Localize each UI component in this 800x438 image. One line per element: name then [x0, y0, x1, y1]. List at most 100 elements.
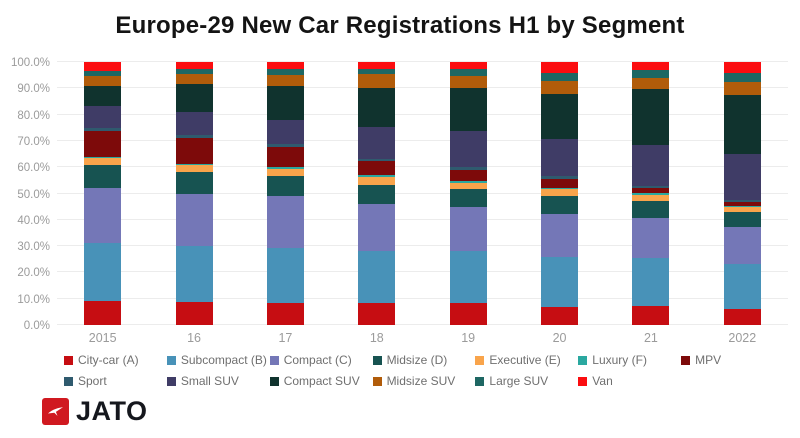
legend-swatch: [269, 355, 279, 365]
bar-segment: [266, 75, 304, 87]
bar-segment: [541, 93, 579, 139]
bar-segment: [84, 86, 122, 107]
bar-segment: [541, 307, 579, 325]
bar-segment: [541, 195, 579, 214]
x-axis: 2015 16 17 18 19 20 21 2022: [57, 331, 788, 345]
bar-segment: [541, 178, 579, 188]
bar-segment: [358, 176, 396, 186]
bar-segment: [632, 70, 670, 78]
legend-swatch: [681, 355, 691, 365]
bar-slot-19: [423, 62, 514, 325]
legend-item: Compact (C): [269, 353, 373, 367]
bar-segment: [632, 185, 670, 189]
gridline: [57, 218, 788, 220]
bar-segment: [723, 94, 761, 154]
legend-label: City-car (A): [78, 353, 139, 367]
bar-segment: [723, 309, 761, 325]
bar-segment: [632, 77, 670, 89]
bar-segment: [632, 218, 670, 258]
x-tick-label: 19: [461, 331, 476, 345]
bar-segment: [266, 86, 304, 121]
legend-swatch: [269, 376, 279, 386]
legend-label: MPV: [695, 353, 722, 367]
bar-segment: [84, 243, 122, 302]
bar-segment: [175, 302, 213, 325]
legend-label: Executive (E): [489, 353, 561, 367]
bar-segment: [358, 175, 396, 177]
y-tick-label: 40.0%: [17, 214, 50, 227]
bar-segment: [266, 69, 304, 76]
y-tick-label: 90.0%: [17, 83, 50, 96]
bar-segment: [358, 158, 396, 162]
bar-segment: [723, 201, 761, 206]
bar-segment: [449, 62, 487, 70]
bar-segment: [358, 74, 396, 88]
jato-logo: JATO: [42, 396, 148, 427]
bar-segment: [358, 87, 396, 128]
bar-segment: [175, 111, 213, 136]
x-tick-label: 20: [552, 331, 567, 345]
legend-swatch: [372, 376, 382, 386]
bar-segment: [175, 245, 213, 303]
bar-segment: [266, 146, 304, 168]
legend-item: Small SUV: [166, 374, 270, 388]
legend-label: Compact (C): [283, 353, 352, 367]
bar-segment: [632, 188, 670, 193]
stacked-bar-19: [449, 62, 487, 325]
bar-segment: [723, 212, 761, 228]
x-tick-label: 16: [187, 331, 202, 345]
bar-segment: [449, 182, 487, 190]
bar-segment: [449, 131, 487, 168]
legend-swatch: [578, 376, 588, 386]
stacked-bar-18: [358, 62, 396, 325]
bar-slot-21: [605, 62, 696, 325]
bar-segment: [358, 203, 396, 251]
bar-segment: [266, 168, 304, 177]
bar-segment: [723, 81, 761, 95]
bar-segment: [84, 158, 122, 165]
gridline: [57, 297, 788, 299]
bar-slot-20: [514, 62, 605, 325]
bar-segment: [632, 144, 670, 186]
legend-item: Luxury (F): [578, 353, 681, 367]
x-tick-label: 2015: [88, 331, 117, 345]
bar-slot-2022: [697, 62, 788, 325]
bar-slot-2015: [57, 62, 148, 325]
bar-segment: [84, 301, 122, 325]
bar-segment: [358, 185, 396, 204]
bar-segment: [449, 87, 487, 132]
y-tick-label: 0.0%: [23, 320, 50, 332]
bar-segment: [723, 227, 761, 265]
bar-slot-16: [148, 62, 239, 325]
bar-segment: [84, 164, 122, 189]
bar-segment: [358, 127, 396, 159]
bar-segment: [723, 205, 761, 208]
legend-label: Midsize (D): [386, 353, 448, 367]
stacked-bar-2022: [723, 62, 761, 325]
bar-segment: [266, 62, 304, 70]
bar-segment: [175, 164, 213, 173]
bar-segment: [632, 192, 670, 195]
bar-segment: [541, 176, 579, 179]
legend-item: Compact SUV: [269, 374, 373, 388]
x-tick-label: 18: [369, 331, 384, 345]
bar-segment: [632, 62, 670, 71]
legend-swatch: [475, 355, 485, 365]
bar-segment: [266, 167, 304, 169]
legend-swatch: [64, 376, 73, 386]
bar-segment: [541, 72, 579, 82]
bar-segment: [266, 196, 304, 248]
jato-arrow-icon: [42, 398, 69, 425]
legend-label: Luxury (F): [592, 353, 647, 367]
legend-item: Executive (E): [475, 353, 578, 367]
legend-swatch: [578, 355, 588, 365]
gridline: [57, 192, 788, 194]
bar-segment: [449, 251, 487, 303]
bar-segment: [358, 68, 396, 75]
y-tick-label: 10.0%: [17, 293, 50, 306]
bar-segment: [632, 305, 670, 325]
bar-segment: [175, 163, 213, 165]
bar-segment: [175, 74, 213, 85]
bar-segment: [175, 172, 213, 195]
